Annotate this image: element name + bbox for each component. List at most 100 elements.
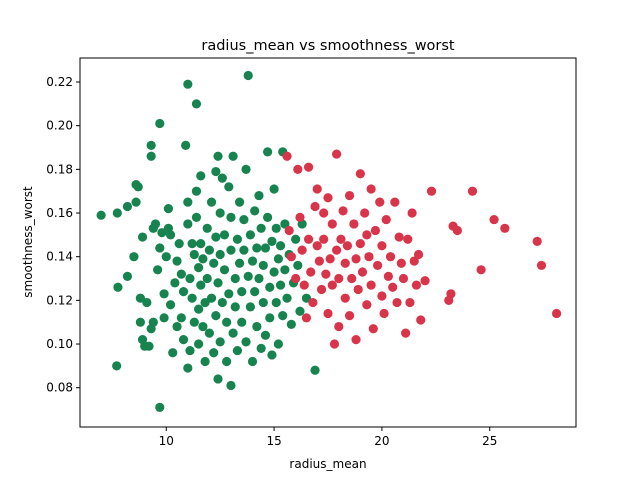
- scatter-point: [403, 234, 413, 244]
- scatter-point: [332, 245, 342, 255]
- scatter-point: [146, 140, 156, 150]
- scatter-point: [293, 164, 303, 174]
- scatter-point: [215, 337, 225, 347]
- scatter-point: [217, 297, 227, 308]
- scatter-point: [401, 328, 411, 338]
- scatter-point: [265, 313, 275, 323]
- scatter-point: [211, 311, 221, 321]
- x-tick-label: 20: [374, 434, 389, 448]
- scatter-point: [137, 232, 148, 242]
- scatter-point: [388, 282, 398, 292]
- scatter-point: [239, 214, 249, 225]
- scatter-point: [280, 265, 290, 275]
- scatter-point: [245, 230, 255, 240]
- scatter-point: [310, 201, 320, 212]
- scatter-point: [172, 321, 182, 332]
- scatter-point: [420, 276, 430, 286]
- scatter-point: [334, 321, 344, 332]
- scatter-point: [321, 269, 331, 279]
- scatter-point: [452, 225, 462, 236]
- scatter-point: [256, 223, 266, 233]
- scatter-point: [349, 219, 359, 229]
- scatter-point: [230, 302, 240, 312]
- scatter-point: [411, 280, 422, 290]
- scatter-point: [303, 234, 314, 244]
- scatter-point: [241, 337, 251, 347]
- y-tick-label: 0.16: [46, 206, 73, 220]
- scatter-point: [325, 254, 335, 264]
- scatter-point: [176, 269, 186, 279]
- scatter-point: [291, 273, 301, 284]
- scatter-point: [191, 186, 202, 196]
- scatter-point: [185, 345, 195, 356]
- scatter-point: [306, 267, 316, 277]
- scatter-point: [234, 197, 245, 207]
- scatter-point: [183, 219, 193, 229]
- scatter-point: [187, 293, 197, 303]
- scatter-point: [237, 317, 247, 327]
- scatter-point: [340, 258, 350, 268]
- scatter-point: [258, 260, 268, 271]
- scatter-point: [362, 300, 372, 310]
- scatter-point: [185, 273, 195, 284]
- scatter-point: [178, 287, 189, 297]
- scatter-point: [267, 236, 277, 247]
- scatter-point: [351, 254, 361, 264]
- scatter-point: [213, 374, 223, 384]
- scatter-point: [191, 212, 202, 222]
- x-axis: 10 15 20 25: [159, 427, 497, 448]
- scatter-point: [532, 236, 542, 247]
- scatter-point: [157, 228, 167, 238]
- scatter-point: [275, 241, 286, 251]
- scatter-point: [377, 291, 387, 301]
- scatter-point: [213, 278, 223, 288]
- points-layer: [96, 70, 562, 412]
- scatter-point: [381, 214, 391, 225]
- scatter-point: [155, 243, 165, 253]
- x-tick-label: 15: [266, 434, 281, 448]
- scatter-point: [243, 271, 253, 281]
- scatter-point: [319, 208, 329, 218]
- scatter-point: [146, 151, 156, 161]
- scatter-point: [265, 282, 275, 292]
- scatter-point: [206, 197, 217, 207]
- scatter-point: [198, 254, 208, 264]
- scatter-point: [155, 118, 165, 129]
- scatter-point: [256, 343, 266, 353]
- scatter-point: [183, 363, 193, 373]
- scatter-point: [269, 267, 279, 277]
- scatter-point: [295, 306, 305, 316]
- scatter-point: [245, 302, 255, 312]
- scatter-point: [228, 328, 238, 338]
- scatter-point: [312, 184, 322, 194]
- scatter-point: [301, 313, 312, 323]
- x-tick-label: 10: [159, 434, 174, 448]
- scatter-point: [263, 147, 273, 157]
- scatter-point: [551, 308, 562, 319]
- scatter-point: [243, 70, 253, 81]
- scatter-point: [226, 380, 236, 391]
- y-tick-label: 0.12: [46, 293, 73, 307]
- scatter-point: [353, 284, 363, 295]
- y-tick-label: 0.10: [46, 337, 73, 351]
- scatter-point: [222, 317, 232, 327]
- scatter-point: [183, 79, 193, 89]
- scatter-point: [159, 289, 169, 299]
- scatter-point: [159, 313, 169, 323]
- scatter-point: [263, 212, 273, 222]
- scatter-point: [319, 234, 329, 244]
- scatter-point: [267, 350, 277, 360]
- scatter-point: [299, 280, 309, 290]
- scatter-point: [165, 300, 176, 310]
- scatter-point: [176, 313, 186, 323]
- scatter-point: [150, 219, 161, 229]
- y-tick-label: 0.18: [46, 162, 73, 176]
- scatter-point: [187, 238, 197, 249]
- scatter-point: [342, 241, 353, 251]
- scatter-point: [273, 254, 283, 264]
- scatter-point: [334, 273, 344, 284]
- scatter-point: [426, 186, 437, 196]
- scatter-point: [291, 234, 301, 244]
- scatter-point: [312, 241, 322, 251]
- scatter-point: [254, 273, 264, 284]
